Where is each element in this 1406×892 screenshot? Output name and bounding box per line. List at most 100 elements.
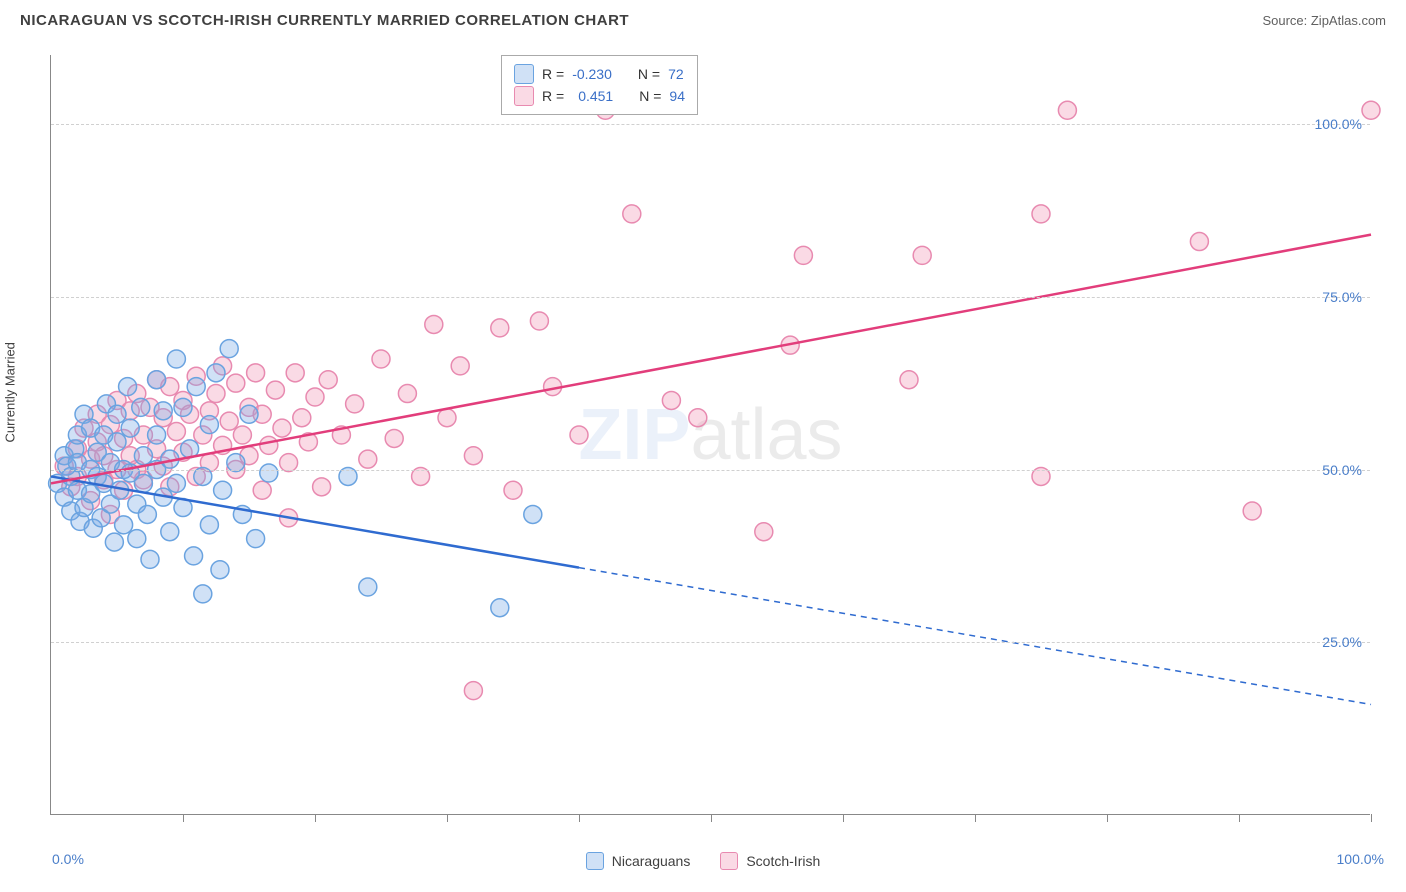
scatter-point-nicaraguans: [121, 419, 139, 437]
y-tick-label: 100.0%: [1315, 116, 1362, 132]
legend-swatch-scotch-irish: [720, 852, 738, 870]
scatter-point-scotch-irish: [293, 409, 311, 427]
scatter-point-scotch-irish: [662, 391, 680, 409]
legend-label-nicaraguans: Nicaraguans: [612, 853, 691, 869]
scatter-point-scotch-irish: [755, 523, 773, 541]
scatter-point-nicaraguans: [187, 378, 205, 396]
scatter-point-nicaraguans: [119, 378, 137, 396]
scatter-point-nicaraguans: [200, 516, 218, 534]
scatter-point-nicaraguans: [247, 530, 265, 548]
y-tick-label: 25.0%: [1322, 634, 1362, 650]
legend-item-scotch-irish: Scotch-Irish: [720, 852, 820, 870]
y-tick-label: 50.0%: [1322, 462, 1362, 478]
scatter-point-nicaraguans: [128, 530, 146, 548]
scatter-point-nicaraguans: [185, 547, 203, 565]
scatter-point-scotch-irish: [253, 481, 271, 499]
scatter-point-scotch-irish: [491, 319, 509, 337]
scatter-point-scotch-irish: [233, 426, 251, 444]
scatter-point-scotch-irish: [207, 385, 225, 403]
scatter-point-nicaraguans: [105, 533, 123, 551]
scatter-point-scotch-irish: [794, 246, 812, 264]
scatter-point-scotch-irish: [900, 371, 918, 389]
scatter-point-nicaraguans: [174, 398, 192, 416]
legend-swatch-nicaraguans: [586, 852, 604, 870]
chart-title: NICARAGUAN VS SCOTCH-IRISH CURRENTLY MAR…: [20, 12, 629, 29]
legend-row-nicaraguans: R = -0.230 N = 72: [514, 64, 685, 84]
n-label-1: N =: [639, 88, 661, 104]
legend-row-scotch-irish: R = 0.451 N = 94: [514, 86, 685, 106]
scatter-point-scotch-irish: [286, 364, 304, 382]
regression-line-scotch-irish: [51, 235, 1371, 484]
swatch-scotch-irish: [514, 86, 534, 106]
y-axis-label: Currently Married: [3, 342, 18, 442]
scatter-point-scotch-irish: [451, 357, 469, 375]
scatter-point-nicaraguans: [214, 481, 232, 499]
r-value-0: -0.230: [572, 66, 612, 82]
scatter-point-scotch-irish: [266, 381, 284, 399]
scatter-point-nicaraguans: [220, 340, 238, 358]
scatter-point-scotch-irish: [530, 312, 548, 330]
scatter-point-scotch-irish: [1190, 233, 1208, 251]
legend-label-scotch-irish: Scotch-Irish: [746, 853, 820, 869]
scatter-point-scotch-irish: [220, 412, 238, 430]
chart-plot-area: ZIPatlas R = -0.230 N = 72 R = 0.451 N =…: [50, 55, 1370, 815]
scatter-point-nicaraguans: [132, 398, 150, 416]
scatter-point-nicaraguans: [138, 505, 156, 523]
scatter-point-nicaraguans: [148, 426, 166, 444]
scatter-point-nicaraguans: [194, 585, 212, 603]
scatter-point-scotch-irish: [464, 682, 482, 700]
scatter-point-nicaraguans: [491, 599, 509, 617]
scatter-point-scotch-irish: [372, 350, 390, 368]
legend-item-nicaraguans: Nicaraguans: [586, 852, 691, 870]
scatter-point-nicaraguans: [260, 464, 278, 482]
scatter-point-nicaraguans: [240, 405, 258, 423]
scatter-point-nicaraguans: [141, 550, 159, 568]
r-label-0: R =: [542, 66, 564, 82]
scatter-point-scotch-irish: [1362, 101, 1380, 119]
scatter-point-scotch-irish: [306, 388, 324, 406]
scatter-point-nicaraguans: [211, 561, 229, 579]
r-label-1: R =: [542, 88, 564, 104]
n-value-0: 72: [668, 66, 684, 82]
scatter-point-nicaraguans: [115, 516, 133, 534]
scatter-point-nicaraguans: [161, 523, 179, 541]
scatter-point-scotch-irish: [1243, 502, 1261, 520]
regression-line-extrapolated-nicaraguans: [579, 568, 1371, 705]
scatter-point-scotch-irish: [167, 423, 185, 441]
scatter-point-scotch-irish: [570, 426, 588, 444]
scatter-point-nicaraguans: [167, 474, 185, 492]
swatch-nicaraguans: [514, 64, 534, 84]
series-legend: Nicaraguans Scotch-Irish: [0, 852, 1406, 870]
scatter-point-scotch-irish: [1058, 101, 1076, 119]
r-value-1: 0.451: [572, 88, 613, 104]
scatter-point-scotch-irish: [464, 447, 482, 465]
scatter-point-scotch-irish: [385, 429, 403, 447]
scatter-point-nicaraguans: [134, 447, 152, 465]
scatter-point-nicaraguans: [154, 402, 172, 420]
scatter-point-scotch-irish: [689, 409, 707, 427]
scatter-point-nicaraguans: [200, 416, 218, 434]
scatter-point-scotch-irish: [346, 395, 364, 413]
scatter-point-scotch-irish: [504, 481, 522, 499]
scatter-point-scotch-irish: [398, 385, 416, 403]
correlation-legend: R = -0.230 N = 72 R = 0.451 N = 94: [501, 55, 698, 115]
source-label: Source: ZipAtlas.com: [1262, 13, 1386, 28]
scatter-point-scotch-irish: [359, 450, 377, 468]
scatter-point-nicaraguans: [207, 364, 225, 382]
scatter-point-scotch-irish: [913, 246, 931, 264]
scatter-point-scotch-irish: [260, 436, 278, 454]
chart-svg-layer: [51, 55, 1370, 814]
scatter-point-scotch-irish: [319, 371, 337, 389]
scatter-point-nicaraguans: [108, 405, 126, 423]
scatter-point-scotch-irish: [273, 419, 291, 437]
scatter-point-scotch-irish: [247, 364, 265, 382]
scatter-point-scotch-irish: [438, 409, 456, 427]
scatter-point-scotch-irish: [227, 374, 245, 392]
scatter-point-nicaraguans: [167, 350, 185, 368]
scatter-point-nicaraguans: [524, 505, 542, 523]
n-value-1: 94: [669, 88, 685, 104]
scatter-point-nicaraguans: [359, 578, 377, 596]
scatter-point-scotch-irish: [313, 478, 331, 496]
scatter-point-nicaraguans: [108, 433, 126, 451]
y-tick-label: 75.0%: [1322, 289, 1362, 305]
